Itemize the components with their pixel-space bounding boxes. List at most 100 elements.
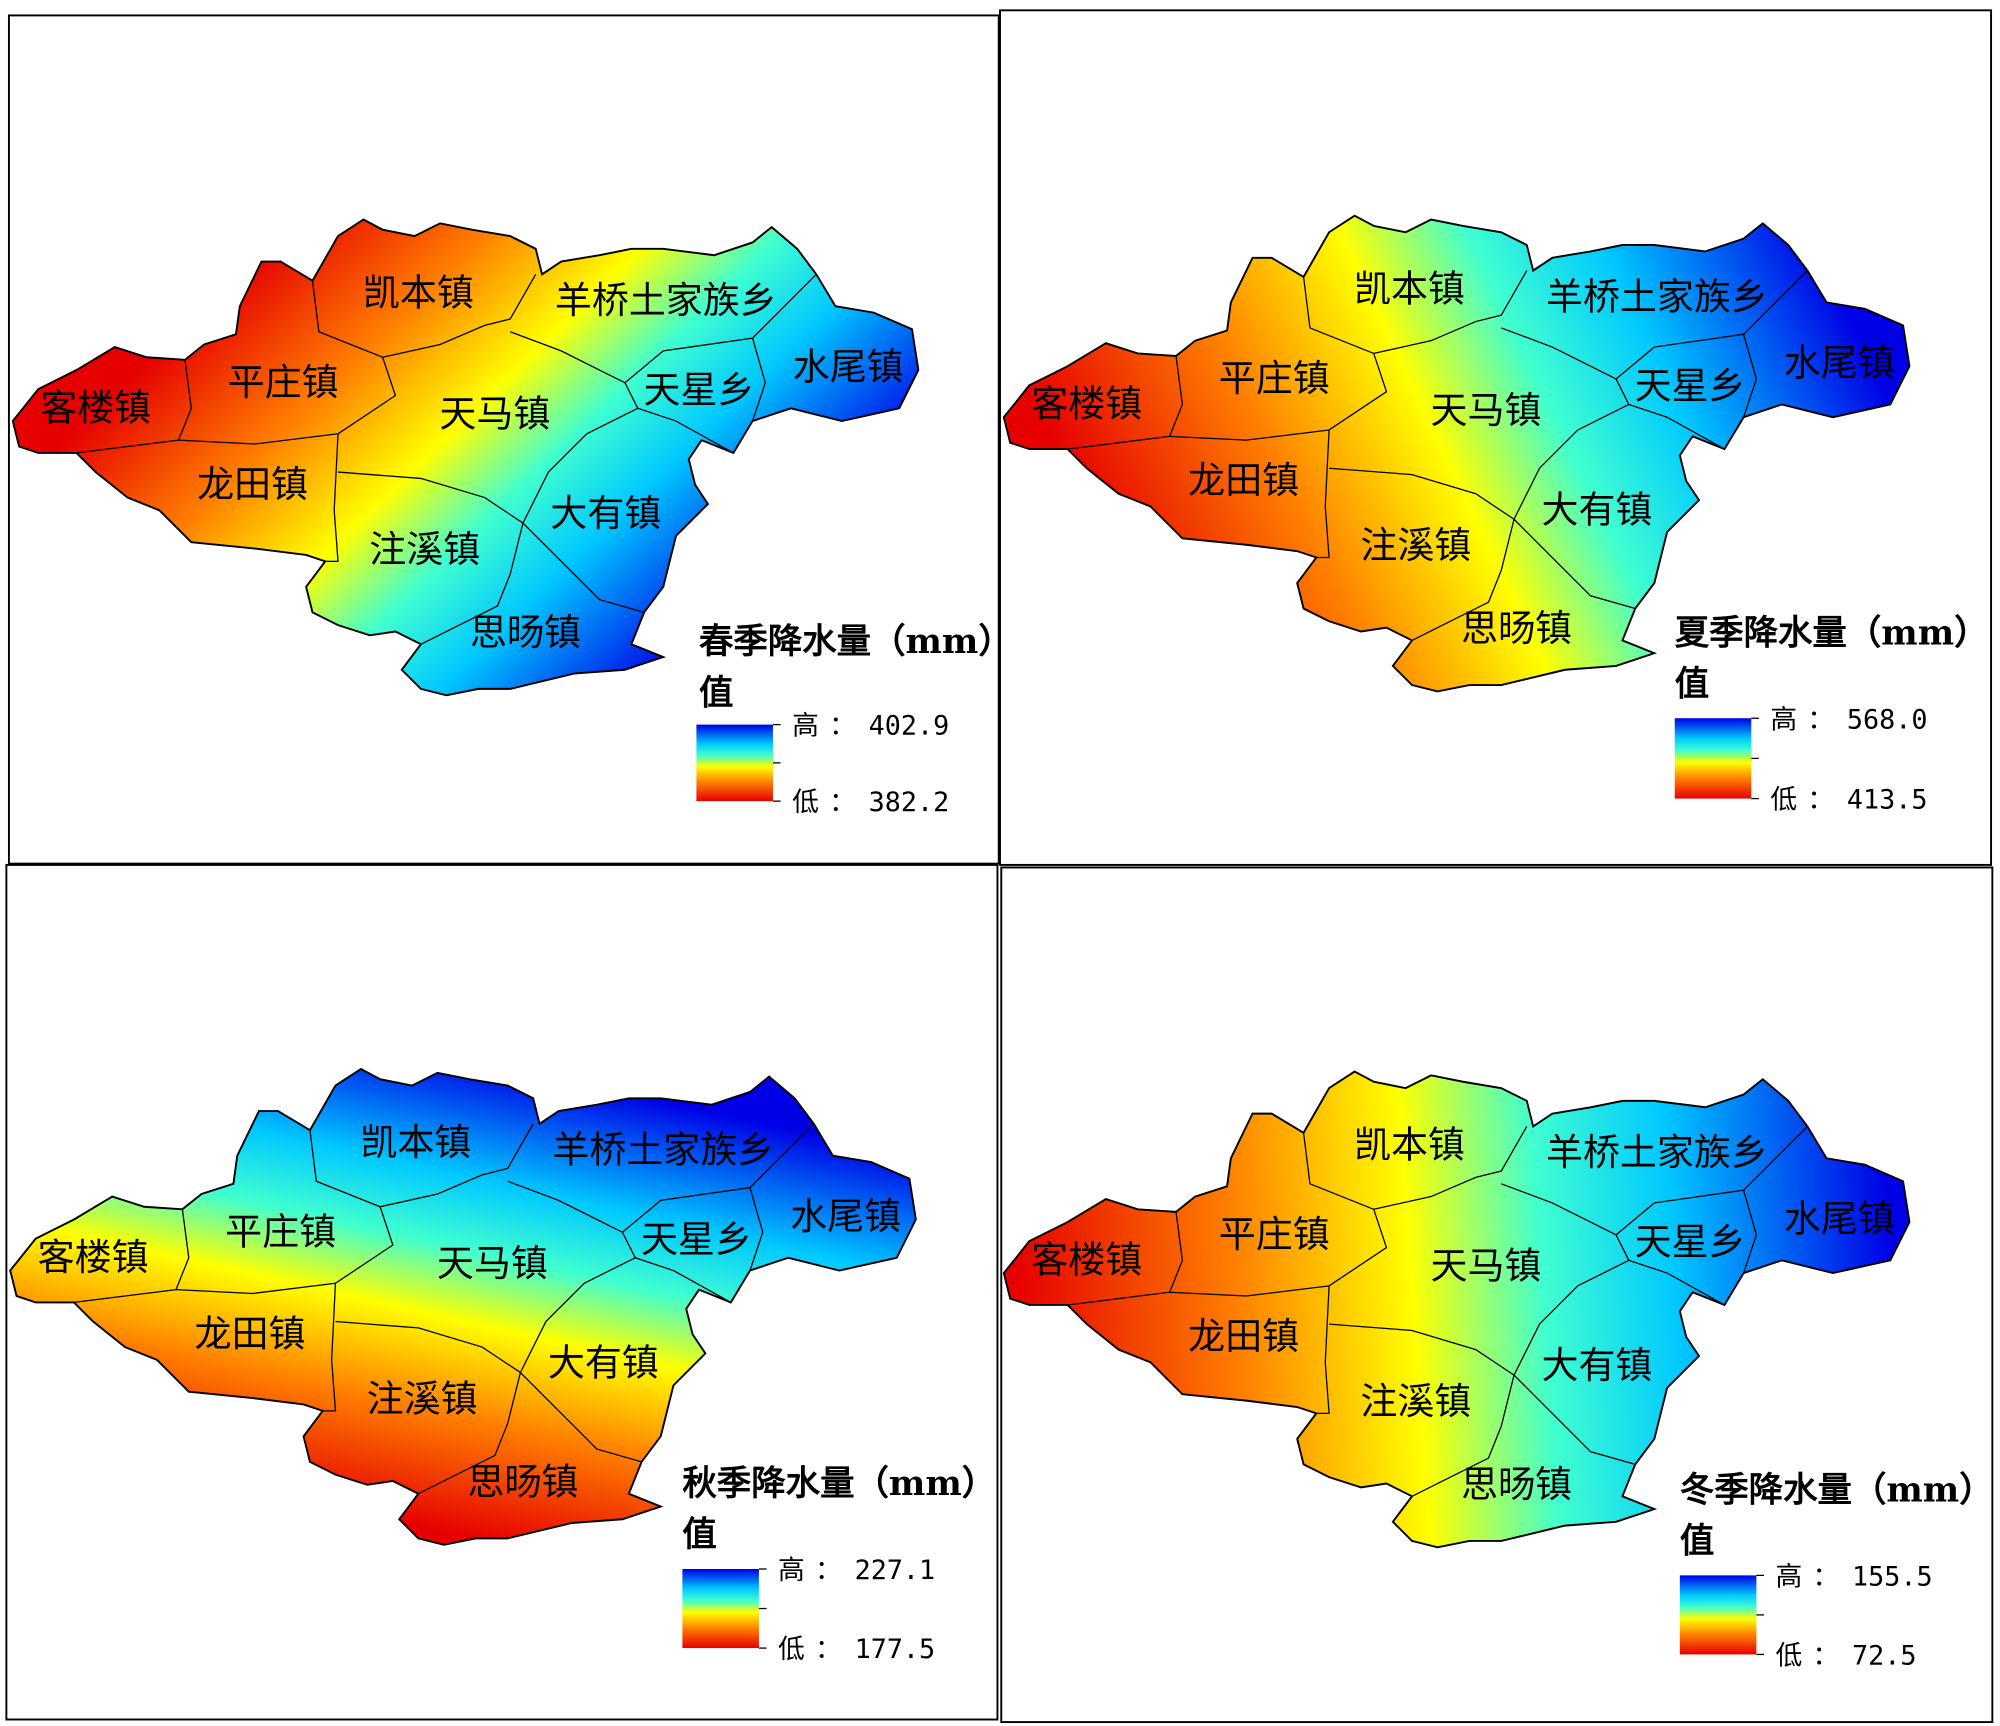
- town-label: 凯本镇: [1354, 268, 1465, 311]
- town-label: 平庄镇: [1219, 1213, 1330, 1256]
- township-border: [309, 1130, 394, 1284]
- town-label: 平庄镇: [228, 361, 339, 404]
- region-outline: [9, 1067, 917, 1546]
- legend-low-value: 72.5: [1852, 1641, 1916, 1672]
- township-border: [325, 433, 339, 562]
- town-label: 客楼镇: [1031, 383, 1142, 426]
- town-label: 天马镇: [437, 1242, 548, 1285]
- legend-ramp: [696, 724, 773, 802]
- legend-title: 夏季降水量（mm）: [1675, 613, 1989, 653]
- legend-low-label: 低: [792, 787, 819, 818]
- township-border: [379, 1123, 534, 1208]
- town-label: 思旸镇: [468, 1460, 579, 1503]
- town-label: 天星乡: [644, 368, 755, 411]
- town-label: 客楼镇: [1031, 1238, 1142, 1281]
- town-label: 凯本镇: [1354, 1124, 1465, 1167]
- town-label: 凯本镇: [360, 1121, 471, 1164]
- town-label: 平庄镇: [1219, 357, 1330, 400]
- township-border: [1302, 1132, 1388, 1287]
- legend-high-label: 高: [1770, 704, 1797, 735]
- township-border: [311, 280, 397, 435]
- town-label: 水尾镇: [790, 1195, 901, 1238]
- legend-separator: ：: [829, 711, 856, 742]
- legend-high-value: 402.9: [869, 711, 950, 742]
- panel-frame: [5, 863, 999, 1721]
- region-outline: [11, 218, 920, 697]
- township-border: [1513, 403, 1630, 520]
- town-label: 注溪镇: [1360, 1380, 1471, 1423]
- township-border: [1373, 270, 1528, 355]
- town-label: 思旸镇: [1461, 607, 1572, 650]
- town-label: 注溪镇: [367, 1377, 478, 1420]
- legend-separator: ：: [1807, 785, 1834, 816]
- township-border: [522, 407, 639, 524]
- legend-low-label: 低: [1770, 785, 1797, 816]
- town-label: 天马镇: [1431, 1245, 1542, 1288]
- town-label: 大有镇: [548, 1342, 659, 1385]
- township-border: [382, 274, 537, 358]
- township-border: [322, 1283, 337, 1412]
- town-label: 羊桥土家族乡: [1546, 1131, 1768, 1174]
- legend-ramp: [682, 1568, 759, 1649]
- legend-heading: 值: [1675, 664, 1709, 704]
- town-label: 龙田镇: [1188, 459, 1299, 502]
- town-label: 客楼镇: [40, 386, 151, 429]
- town-label: 天马镇: [439, 393, 550, 436]
- township-border: [1615, 378, 1725, 450]
- legend-separator: ：: [1813, 1641, 1840, 1672]
- legend-low-value: 177.5: [855, 1634, 936, 1665]
- township-border: [1169, 429, 1330, 441]
- legend-high-label: 高: [778, 1555, 805, 1586]
- legend-high-label: 高: [792, 711, 819, 742]
- region-outline: [1002, 214, 1911, 693]
- town-label: 思旸镇: [1461, 1463, 1572, 1506]
- township-border: [1513, 518, 1636, 610]
- township-border: [1615, 1234, 1725, 1306]
- township-border: [175, 1282, 336, 1295]
- town-label: 羊桥土家族乡: [552, 1129, 774, 1172]
- township-border: [1501, 1125, 1808, 1236]
- legend-heading: 值: [1680, 1521, 1714, 1561]
- township-border: [1316, 1285, 1330, 1415]
- legend-separator: ：: [1813, 1561, 1840, 1592]
- legend-separator: ：: [815, 1634, 842, 1665]
- township-border: [1513, 1374, 1636, 1466]
- township-border: [1513, 1259, 1630, 1376]
- township-border: [1316, 429, 1330, 559]
- town-label: 龙田镇: [1188, 1315, 1299, 1358]
- township-border: [519, 1257, 636, 1373]
- town-label: 水尾镇: [1784, 1198, 1895, 1241]
- panel-frame: [7, 14, 1000, 865]
- township-border: [420, 522, 524, 645]
- township-border: [1329, 1323, 1515, 1376]
- township-border: [1302, 276, 1388, 431]
- legend-high-value: 227.1: [855, 1555, 936, 1586]
- township-border: [1373, 1126, 1528, 1210]
- region-outline: [1002, 1070, 1911, 1549]
- panel-frame: [999, 9, 1993, 866]
- township-border: [1411, 1374, 1515, 1497]
- town-label: 客楼镇: [38, 1236, 149, 1279]
- township-border: [1743, 334, 1758, 418]
- legend-heading: 值: [682, 1515, 716, 1555]
- town-label: 大有镇: [1541, 1344, 1652, 1387]
- township-border: [418, 1372, 522, 1495]
- legend-separator: ：: [815, 1555, 842, 1586]
- town-label: 天马镇: [1431, 389, 1542, 432]
- legend-separator: ：: [829, 787, 856, 818]
- town-label: 羊桥土家族乡: [1546, 275, 1768, 318]
- town-label: 天星乡: [641, 1218, 752, 1261]
- township-border: [749, 1187, 764, 1271]
- town-label: 水尾镇: [1784, 342, 1895, 385]
- legend-ramp: [1679, 1575, 1757, 1655]
- township-border: [751, 337, 766, 422]
- township-border: [522, 522, 645, 613]
- legend-ramp: [1674, 718, 1752, 799]
- township-border: [1743, 1189, 1758, 1274]
- township-border: [1169, 1285, 1330, 1297]
- legend-heading: 值: [699, 673, 733, 713]
